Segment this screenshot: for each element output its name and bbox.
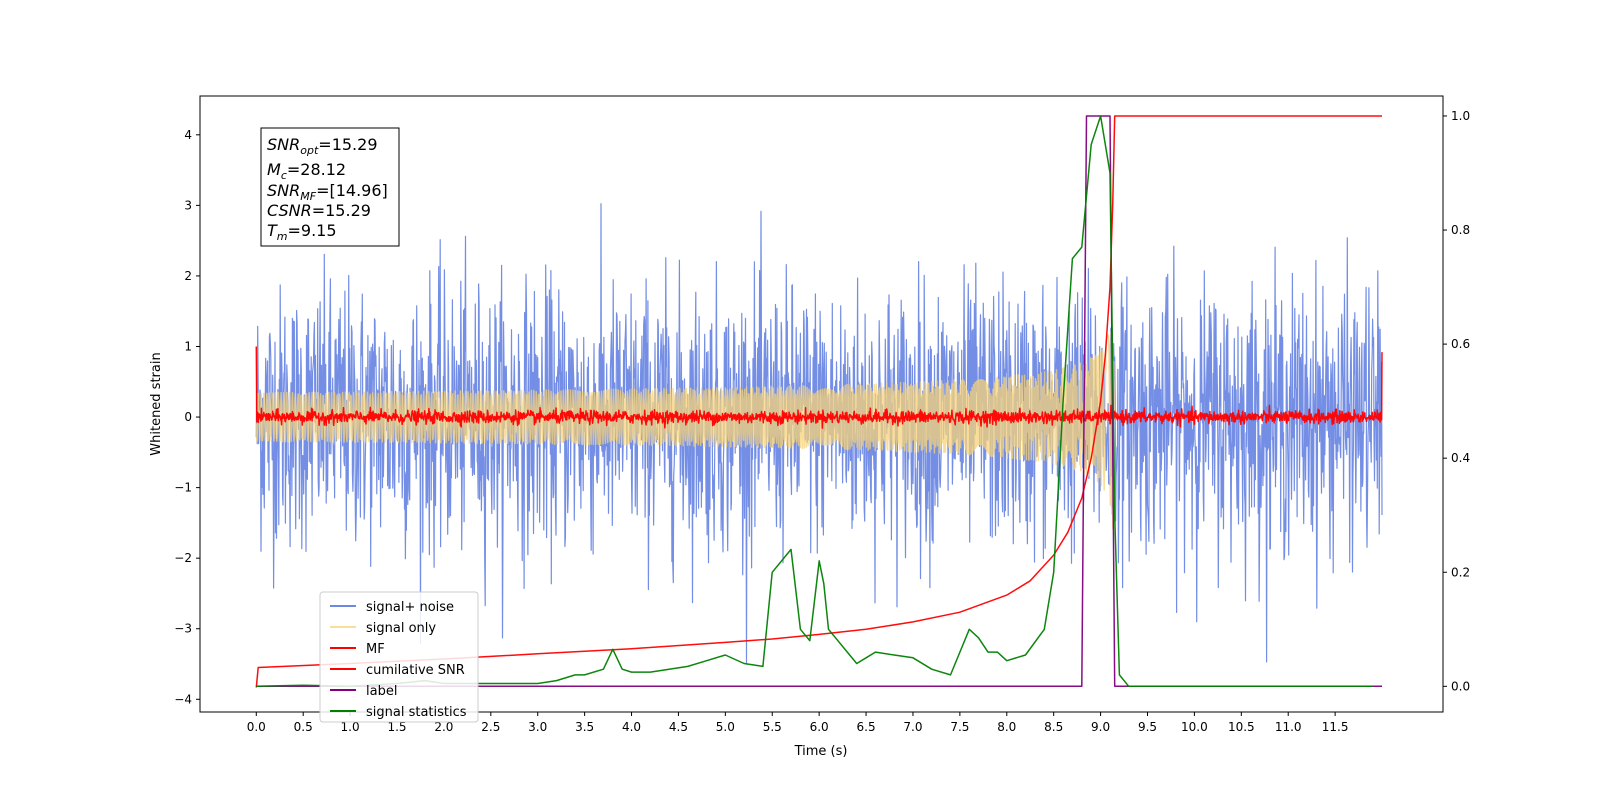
series-signal-only [255, 326, 1115, 530]
x-tick-label: 3.5 [575, 720, 594, 734]
x-tick-label: 5.0 [716, 720, 735, 734]
x-tick-label: 8.0 [997, 720, 1016, 734]
y-axis-ticks: −4 −3 −2 −1 0 1 2 3 4 [174, 128, 200, 706]
y-right-tick-label: 0.2 [1451, 565, 1470, 579]
x-tick-label: 7.5 [950, 720, 969, 734]
info-csnr: CSNR=15.29 [267, 201, 371, 220]
x-tick-label: 10.5 [1228, 720, 1255, 734]
legend-entries: signal+ noise signal only MF cumilative SNR… [330, 600, 467, 720]
legend-label-signal-noise: signal+ noise [366, 600, 454, 615]
info-snr-mf: SNRMF=[14.96] [267, 181, 388, 203]
x-tick-label: 5.5 [763, 720, 782, 734]
x-tick-label: 3.0 [528, 720, 547, 734]
legend-label-label: label [366, 684, 397, 699]
x-tick-label: 2.0 [434, 720, 453, 734]
y-right-tick-label: 0.6 [1451, 337, 1470, 351]
x-tick-label: 0.0 [247, 720, 266, 734]
x-tick-label: 1.5 [387, 720, 406, 734]
y-tick-label: −3 [174, 622, 192, 636]
x-tick-label: 6.0 [810, 720, 829, 734]
x-tick-label: 11.5 [1322, 720, 1349, 734]
y-tick-label: −1 [174, 481, 192, 495]
x-axis-ticks: 0.0 0.5 1.0 1.5 2.0 2.5 3.0 3.5 4.0 4.5 5.0 5.5 6.0 6… [247, 712, 1349, 734]
legend-label-signal-statistics: signal statistics [366, 705, 467, 720]
y-right-tick-label: 0.8 [1451, 223, 1470, 237]
x-tick-label: 9.5 [1138, 720, 1157, 734]
y-axis-right-ticks: 0.0 0.2 0.4 0.6 0.8 1.0 [1443, 109, 1470, 693]
series-signal-statistics [256, 115, 1373, 688]
y-tick-label: 0 [184, 410, 192, 424]
y-tick-label: −4 [174, 692, 192, 706]
legend-label-cumilative-snr: cumilative SNR [366, 663, 465, 678]
info-snr-opt: SNRopt=15.29 [267, 135, 378, 157]
y-axis-label: Whitened strain [149, 352, 164, 455]
y-tick-label: 3 [184, 198, 192, 212]
series-mf [255, 346, 1383, 429]
info-mc: Mc=28.12 [267, 160, 346, 182]
y-right-tick-label: 1.0 [1451, 109, 1470, 123]
y-tick-label: 4 [184, 128, 192, 142]
legend: signal+ noise signal only MF cumilative SNR… [319, 591, 479, 723]
x-axis-label: Time (s) [794, 744, 848, 759]
y-tick-label: 1 [184, 339, 192, 353]
y-right-tick-label: 0.4 [1451, 451, 1470, 465]
y-right-tick-label: 0.0 [1451, 679, 1470, 693]
x-tick-label: 6.5 [857, 720, 876, 734]
legend-frame [319, 591, 479, 723]
x-tick-label: 1.0 [341, 720, 360, 734]
plot-frame [199, 95, 1444, 713]
x-tick-label: 8.5 [1044, 720, 1063, 734]
info-box: SNRopt=15.29 Mc=28.12 SNRMF=[14.96] CSNR… [260, 127, 400, 247]
info-box-frame [260, 127, 400, 247]
y-tick-label: −2 [174, 551, 192, 565]
x-tick-label: 9.0 [1091, 720, 1110, 734]
x-tick-label: 11.0 [1275, 720, 1302, 734]
x-tick-label: 0.5 [294, 720, 313, 734]
x-tick-label: 10.0 [1181, 720, 1208, 734]
series-layer [255, 115, 1383, 688]
x-tick-label: 7.0 [903, 720, 922, 734]
info-tm: Tm=9.15 [267, 221, 337, 243]
legend-label-mf: MF [366, 642, 385, 657]
x-tick-label: 4.0 [622, 720, 641, 734]
legend-label-signal-only: signal only [366, 621, 436, 636]
series-cumilative-snr [255, 115, 1382, 688]
x-tick-label: 4.5 [669, 720, 688, 734]
y-tick-label: 2 [184, 269, 192, 283]
x-tick-label: 2.5 [481, 720, 500, 734]
